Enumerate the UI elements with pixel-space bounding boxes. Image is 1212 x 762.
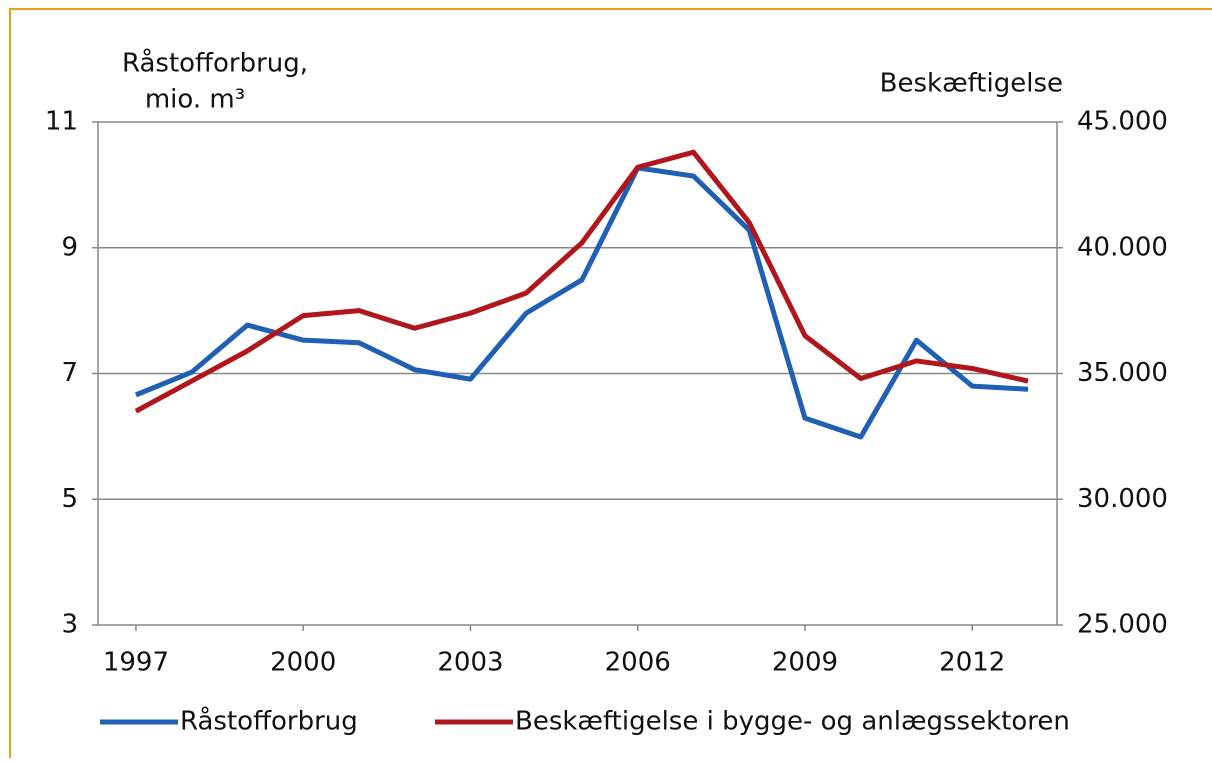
x-tick-label: 2009 bbox=[772, 648, 838, 678]
y-axis-title: mio. m³ bbox=[145, 85, 245, 115]
x-tick-label: 2012 bbox=[939, 648, 1005, 678]
frame bbox=[9, 8, 1212, 758]
legend-label: Råstofforbrug bbox=[180, 706, 358, 737]
legend-label: Beskæftigelse i bygge- og anlægssektoren bbox=[515, 707, 1070, 737]
y2-tick-label: 25.000 bbox=[1077, 610, 1168, 640]
y-tick-label: 9 bbox=[61, 232, 78, 262]
y2-tick-label: 35.000 bbox=[1077, 358, 1168, 388]
y-tick-label: 11 bbox=[45, 107, 78, 137]
y-tick-label: 3 bbox=[61, 610, 78, 640]
x-tick-label: 2006 bbox=[605, 648, 671, 678]
y-tick-label: 5 bbox=[61, 484, 78, 514]
x-tick-label: 2000 bbox=[270, 648, 336, 678]
y2-tick-label: 40.000 bbox=[1077, 232, 1168, 262]
y-axis-title: Råstofforbrug, bbox=[122, 48, 308, 79]
series-line bbox=[134, 165, 1029, 440]
x-tick-label: 1997 bbox=[103, 648, 169, 678]
series-line bbox=[134, 149, 1029, 414]
y2-tick-label: 45.000 bbox=[1077, 107, 1168, 137]
y-tick-label: 7 bbox=[61, 358, 78, 388]
y2-axis-title: Beskæftigelse bbox=[880, 69, 1063, 99]
y2-tick-label: 30.000 bbox=[1077, 484, 1168, 514]
x-tick-label: 2003 bbox=[437, 648, 503, 678]
